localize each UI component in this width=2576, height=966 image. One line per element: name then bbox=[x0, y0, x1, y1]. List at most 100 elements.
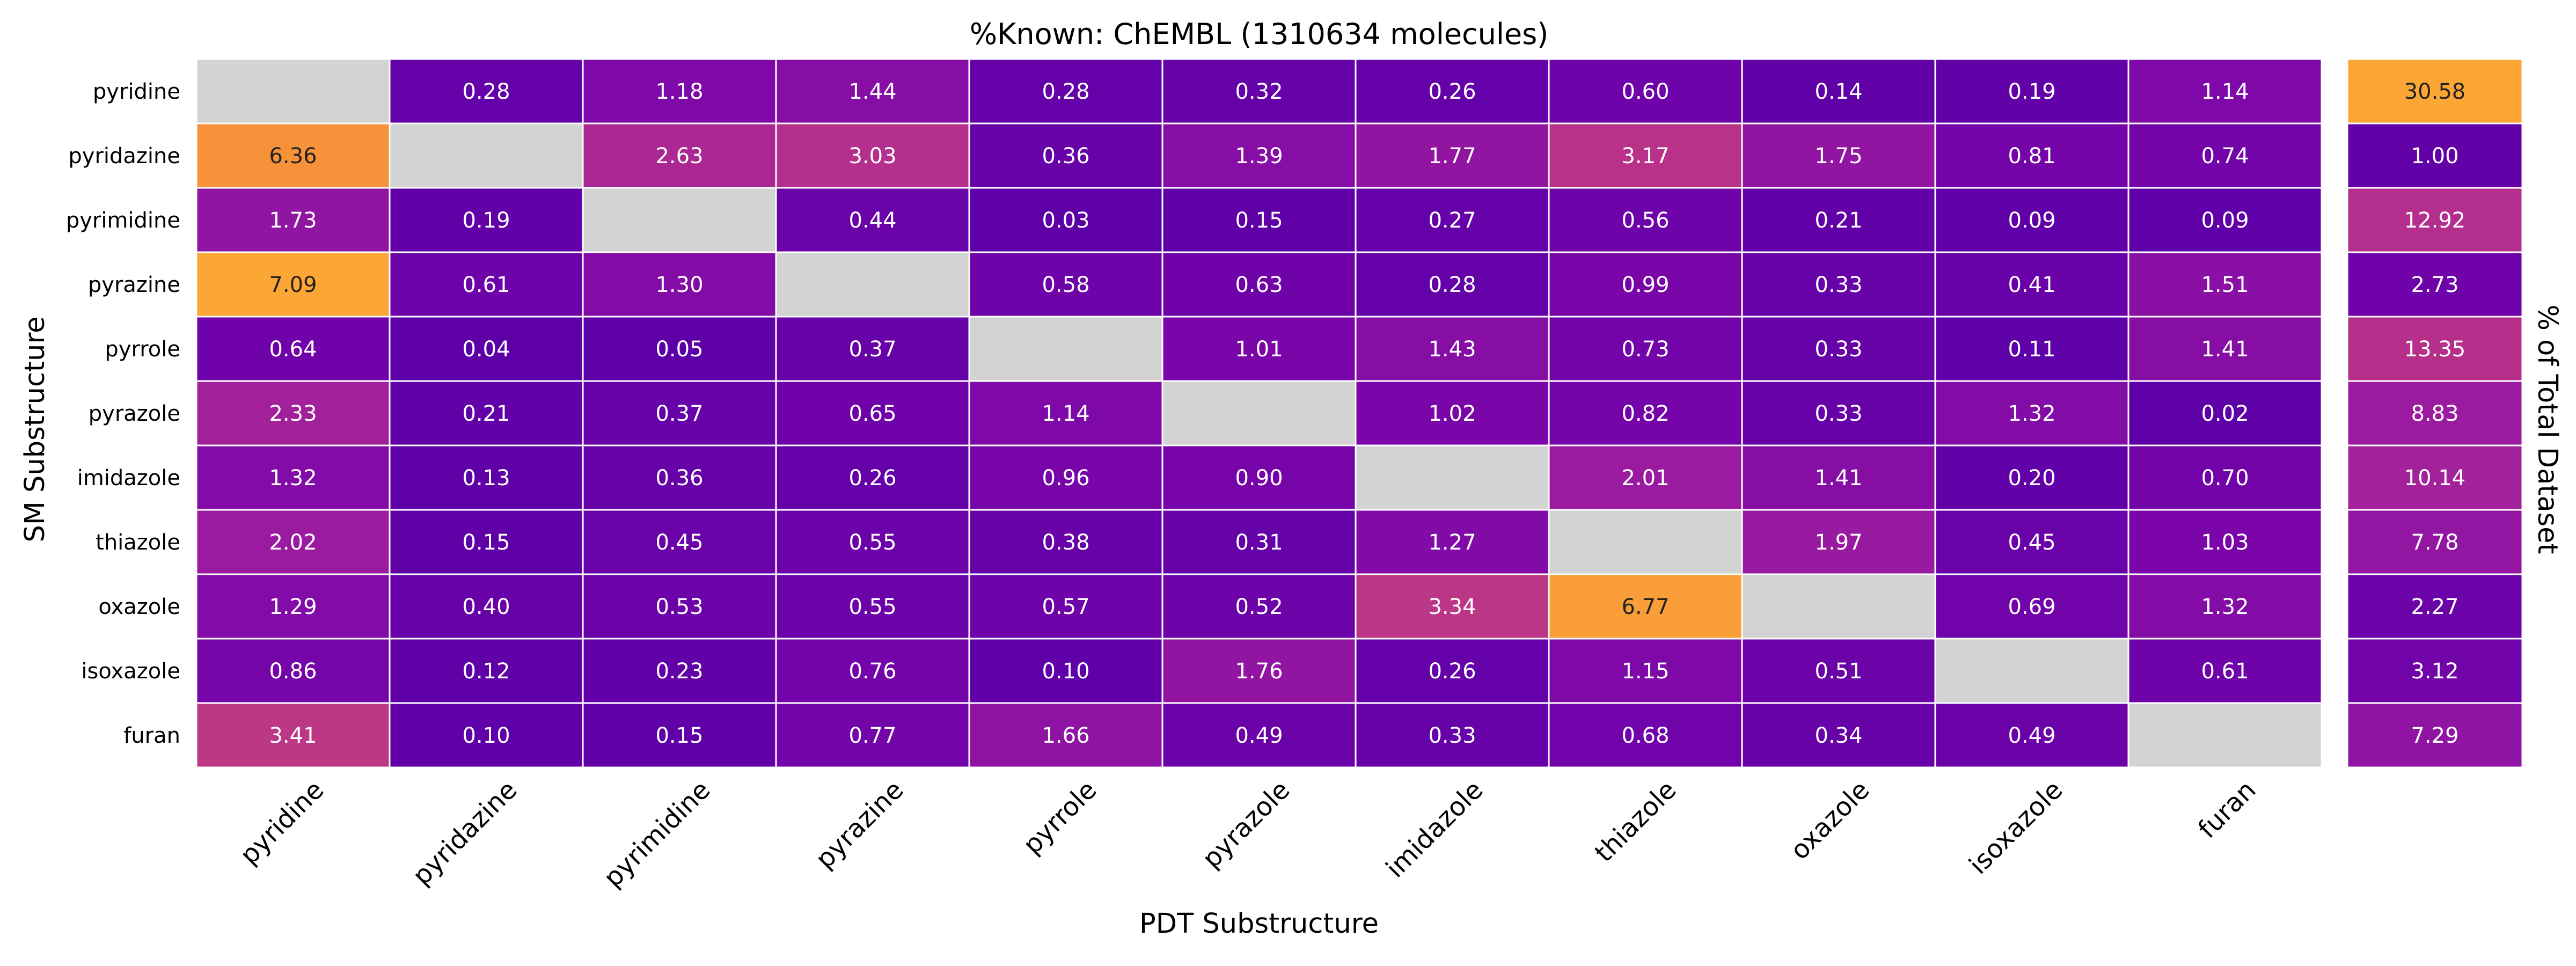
heatmap-cell bbox=[1934, 638, 2129, 704]
heatmap-cell bbox=[775, 702, 970, 769]
cell-value-label: 1.73 bbox=[269, 208, 317, 233]
heatmap-cell bbox=[1548, 702, 1743, 769]
cell-value-label: 0.65 bbox=[848, 401, 896, 426]
cell-value-label: 0.53 bbox=[655, 595, 703, 619]
cell-value-label: 0.68 bbox=[1621, 723, 1669, 748]
heatmap-cell bbox=[1355, 444, 1550, 511]
heatmap-cell bbox=[775, 638, 970, 704]
heatmap-cell bbox=[775, 380, 970, 447]
heatmap-cell bbox=[2127, 187, 2323, 253]
heatmap-cell bbox=[389, 509, 584, 575]
heatmap-cell bbox=[1161, 380, 1357, 447]
cell-value-label: 1.18 bbox=[655, 79, 703, 104]
heatmap-cell bbox=[1161, 187, 1357, 253]
heatmap-cell bbox=[1934, 187, 2129, 253]
heatmap-cell bbox=[195, 187, 391, 253]
heatmap-cell bbox=[1548, 122, 1743, 189]
cell-value-label: 1.66 bbox=[1042, 723, 1089, 748]
cell-value-label: 0.60 bbox=[1621, 79, 1669, 104]
heatmap-cell bbox=[1741, 316, 1936, 382]
cell-value-label: 0.37 bbox=[848, 337, 896, 362]
cell-value-label: 0.36 bbox=[1042, 144, 1089, 169]
heatmap-cell bbox=[389, 573, 584, 640]
totals-column: 30.58 1.00 12.92 2.73 13.35 8.83 10.14 7.78 2.27… bbox=[2346, 58, 2523, 769]
total-value-label: 2.27 bbox=[2411, 595, 2458, 619]
cell-value-label: 1.41 bbox=[2201, 337, 2249, 362]
cell-value-label: 0.33 bbox=[1814, 401, 1862, 426]
heatmap-cell bbox=[582, 573, 777, 640]
x-tick-label: oxazole bbox=[1784, 775, 1875, 866]
total-cell bbox=[2346, 187, 2523, 253]
cell-value-label: 6.36 bbox=[269, 144, 317, 169]
heatmap-cell bbox=[389, 702, 584, 769]
cell-value-label: 0.73 bbox=[1621, 337, 1669, 362]
heatmap-cell bbox=[582, 316, 777, 382]
heatmap-cell bbox=[582, 380, 777, 447]
cell-value-label: 2.02 bbox=[269, 530, 317, 555]
cell-value-label: 2.33 bbox=[269, 401, 317, 426]
cell-value-label: 0.63 bbox=[1235, 273, 1283, 297]
cell-value-label: 0.10 bbox=[1042, 659, 1089, 684]
x-tick-label: pyrazole bbox=[1197, 775, 1296, 874]
heatmap-cell bbox=[1741, 638, 1936, 704]
total-cell bbox=[2346, 702, 2523, 769]
cell-value-label: 0.32 bbox=[1235, 79, 1283, 104]
cell-value-label: 3.03 bbox=[848, 144, 896, 169]
cell-value-label: 3.41 bbox=[269, 723, 317, 748]
cell-value-label: 0.55 bbox=[848, 530, 896, 555]
cell-value-label: 0.28 bbox=[462, 79, 510, 104]
heatmap-cell bbox=[389, 122, 584, 189]
heatmap-cell bbox=[1934, 251, 2129, 318]
heatmap-cell bbox=[582, 58, 777, 125]
heatmap-cell bbox=[1161, 638, 1357, 704]
total-cell bbox=[2346, 380, 2523, 447]
cell-value-label: 0.36 bbox=[655, 466, 703, 491]
heatmap-cell bbox=[1355, 251, 1550, 318]
heatmap-cell bbox=[1548, 187, 1743, 253]
y-tick-label: thiazole bbox=[96, 530, 180, 555]
cell-value-label: 0.27 bbox=[1428, 208, 1476, 233]
cell-value-label: 0.77 bbox=[848, 723, 896, 748]
heatmap-cell bbox=[195, 573, 391, 640]
cell-value-label: 3.34 bbox=[1428, 595, 1476, 619]
heatmap-cell bbox=[968, 509, 1163, 575]
heatmap-cell bbox=[1355, 509, 1550, 575]
heatmap-cell bbox=[1741, 58, 1936, 125]
total-cell bbox=[2346, 638, 2523, 704]
cell-value-label: 0.12 bbox=[462, 659, 510, 684]
cell-value-label: 0.38 bbox=[1042, 530, 1089, 555]
cell-value-label: 0.49 bbox=[2008, 723, 2055, 748]
cell-value-label: 1.15 bbox=[1621, 659, 1669, 684]
heatmap-cell bbox=[1355, 122, 1550, 189]
heatmap-cell bbox=[582, 509, 777, 575]
cell-value-label: 6.77 bbox=[1621, 595, 1669, 619]
cell-value-label: 0.21 bbox=[462, 401, 510, 426]
y-axis-label: SM Substructure bbox=[19, 316, 51, 542]
cell-value-label: 0.26 bbox=[1428, 79, 1476, 104]
y-tick-label: pyrazine bbox=[88, 273, 180, 297]
total-cell bbox=[2346, 251, 2523, 318]
x-tick-label: imidazole bbox=[1380, 775, 1489, 884]
cell-value-label: 1.30 bbox=[655, 273, 703, 297]
cell-value-label: 1.32 bbox=[2008, 401, 2055, 426]
heatmap-cell bbox=[1161, 444, 1357, 511]
y-tick-label: oxazole bbox=[98, 595, 180, 619]
cell-value-label: 0.58 bbox=[1042, 273, 1089, 297]
heatmap-cell bbox=[968, 573, 1163, 640]
total-value-label: 3.12 bbox=[2411, 659, 2458, 684]
heatmap-cell bbox=[1934, 122, 2129, 189]
heatmap-cell bbox=[582, 187, 777, 253]
cell-value-label: 1.76 bbox=[1235, 659, 1283, 684]
cell-value-label: 0.20 bbox=[2008, 466, 2055, 491]
x-tick-labels: pyridine pyridazine pyrimidine pyrazine pyrr… bbox=[235, 775, 2262, 893]
heatmap-cell bbox=[775, 187, 970, 253]
heatmap-cell bbox=[968, 316, 1163, 382]
cell-value-label: 1.75 bbox=[1814, 144, 1862, 169]
heatmap-cell bbox=[1741, 187, 1936, 253]
cell-value-label: 1.41 bbox=[1814, 466, 1862, 491]
cell-value-label: 0.33 bbox=[1428, 723, 1476, 748]
cell-value-label: 2.63 bbox=[655, 144, 703, 169]
heatmap-cell bbox=[968, 380, 1163, 447]
heatmap-cell bbox=[195, 638, 391, 704]
heatmap-cell bbox=[775, 58, 970, 125]
